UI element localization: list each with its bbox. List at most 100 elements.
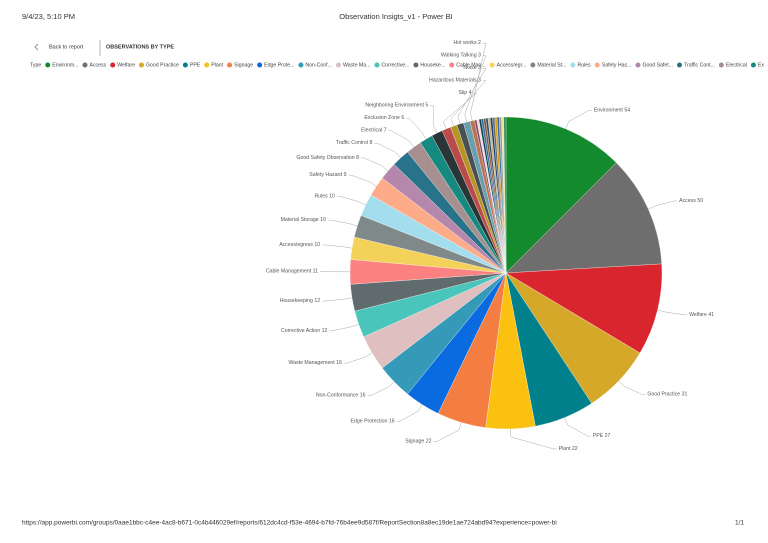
legend-marker <box>750 62 756 68</box>
data-label-category: Welfare <box>689 312 707 318</box>
data-label: Waste Management 16 <box>288 361 342 367</box>
leader-line <box>450 80 487 127</box>
leader-line <box>564 417 591 437</box>
data-label-category: Access <box>679 198 696 204</box>
data-label-category: Good Practice <box>647 392 680 398</box>
data-label-value: 4 <box>469 91 472 97</box>
legend-label: Access <box>89 62 106 68</box>
data-label-value: 50 <box>697 198 703 204</box>
data-label: Housekeeping 12 <box>280 298 321 304</box>
data-label-value: 22 <box>426 439 432 445</box>
data-label-category: Safety Hazard <box>309 173 342 179</box>
data-label: Plant 22 <box>559 446 578 452</box>
legend-marker <box>204 62 210 68</box>
leader-line <box>367 381 395 396</box>
data-label: Environment 54 <box>594 108 630 114</box>
data-label: Noise 3 <box>463 66 481 72</box>
data-label: Traffic Control 8 <box>336 141 373 147</box>
legend-marker <box>718 62 724 68</box>
data-label: Non-Conformance 16 <box>316 393 366 399</box>
data-label-category: Noise <box>463 66 476 72</box>
legend-label: Ex <box>758 62 764 68</box>
data-label-value: 8 <box>356 155 359 161</box>
data-label: Electrical 7 <box>361 128 387 134</box>
leader-line <box>322 244 353 249</box>
data-label-category: Neighboring Environment <box>365 103 424 109</box>
data-label-category: Traffic Control <box>336 141 368 147</box>
legend-label: Signage <box>234 62 253 68</box>
legend-title: Type <box>30 62 41 68</box>
legend-marker <box>227 62 233 68</box>
data-label-category: Rules <box>314 194 328 200</box>
leader-line <box>464 55 487 123</box>
data-label-value: 6 <box>401 116 404 122</box>
legend-marker <box>182 62 188 68</box>
data-label: Welfare 41 <box>689 312 714 318</box>
legend-marker <box>82 62 88 68</box>
data-label-value: 10 <box>329 194 335 200</box>
data-label-value: 31 <box>682 392 688 398</box>
data-label: PPE 27 <box>593 433 611 439</box>
legend-label: Material St... <box>537 62 566 68</box>
data-label-category: Waste Management <box>288 361 335 367</box>
legend-label: Plant <box>211 62 223 68</box>
legend-label: Non-Conf... <box>305 62 332 68</box>
data-label: Signage 22 <box>405 439 431 445</box>
data-label-category: Walking Talking <box>441 53 477 59</box>
data-label: Good Practice 31 <box>647 392 687 398</box>
data-label-category: Housekeeping <box>280 298 313 304</box>
data-label-value: 8 <box>369 141 372 147</box>
leader-line <box>361 157 389 172</box>
legend-label: Houseke... <box>420 62 445 68</box>
data-label: Access 50 <box>679 198 703 204</box>
data-label-category: Material Storage <box>281 217 319 223</box>
back-link[interactable]: Back to report <box>49 44 84 50</box>
legend-label: Edge Prote... <box>264 62 294 68</box>
back-arrow[interactable] <box>34 43 39 51</box>
data-label-category: Hazardous Materials <box>429 78 477 84</box>
data-label-category: Signage <box>405 439 424 445</box>
legend-label: Electrical <box>726 62 747 68</box>
footer-url: https://app.powerbi.com/groups/0aae1bbc-… <box>22 520 557 527</box>
data-label: Material Storage 10 <box>281 217 326 223</box>
data-label-value: 2 <box>478 41 481 47</box>
data-label-value: 16 <box>360 393 366 399</box>
visual-title: OBSERVATIONS BY TYPE <box>106 44 174 50</box>
leader-line <box>470 42 487 121</box>
data-label-value: 16 <box>336 361 342 367</box>
data-label-value: 9 <box>344 173 347 179</box>
legend-marker <box>594 62 600 68</box>
data-label-category: Access/egress <box>279 242 313 248</box>
leader-line <box>336 196 366 206</box>
data-label-value: 7 <box>384 128 387 134</box>
legend-marker <box>489 62 495 68</box>
data-label-category: PPE <box>593 433 604 439</box>
legend-marker <box>45 62 51 68</box>
legend-label: Welfare <box>117 62 135 68</box>
data-label: Hot works 2 <box>454 41 482 47</box>
data-label-value: 41 <box>708 312 714 318</box>
legend-marker <box>530 62 536 68</box>
pie-slice <box>505 162 662 274</box>
data-label: Walking Talking 3 <box>441 53 481 59</box>
page-title: Observation Insigts_v1 - Power BI <box>339 12 452 21</box>
leader-line <box>327 219 358 227</box>
data-label: Cable Management 11 <box>266 269 318 275</box>
page-number: 1/1 <box>735 520 744 527</box>
legend-label: Corrective... <box>381 62 409 68</box>
data-label-category: Non-Conformance <box>316 393 358 399</box>
leader-line <box>430 105 438 134</box>
data-label-value: 3 <box>478 53 481 59</box>
leader-line <box>433 422 462 442</box>
leader-line <box>388 130 414 148</box>
legend-label: Environm... <box>52 62 78 68</box>
data-label-category: Plant <box>559 446 571 452</box>
data-label-category: Electrical <box>361 128 382 134</box>
data-label: Good Safety Observation 8 <box>296 155 359 161</box>
pie-slice <box>503 116 507 274</box>
leader-line <box>322 297 353 302</box>
legend-marker <box>110 62 116 68</box>
legend-marker <box>570 62 576 68</box>
data-label-value: 10 <box>314 242 320 248</box>
